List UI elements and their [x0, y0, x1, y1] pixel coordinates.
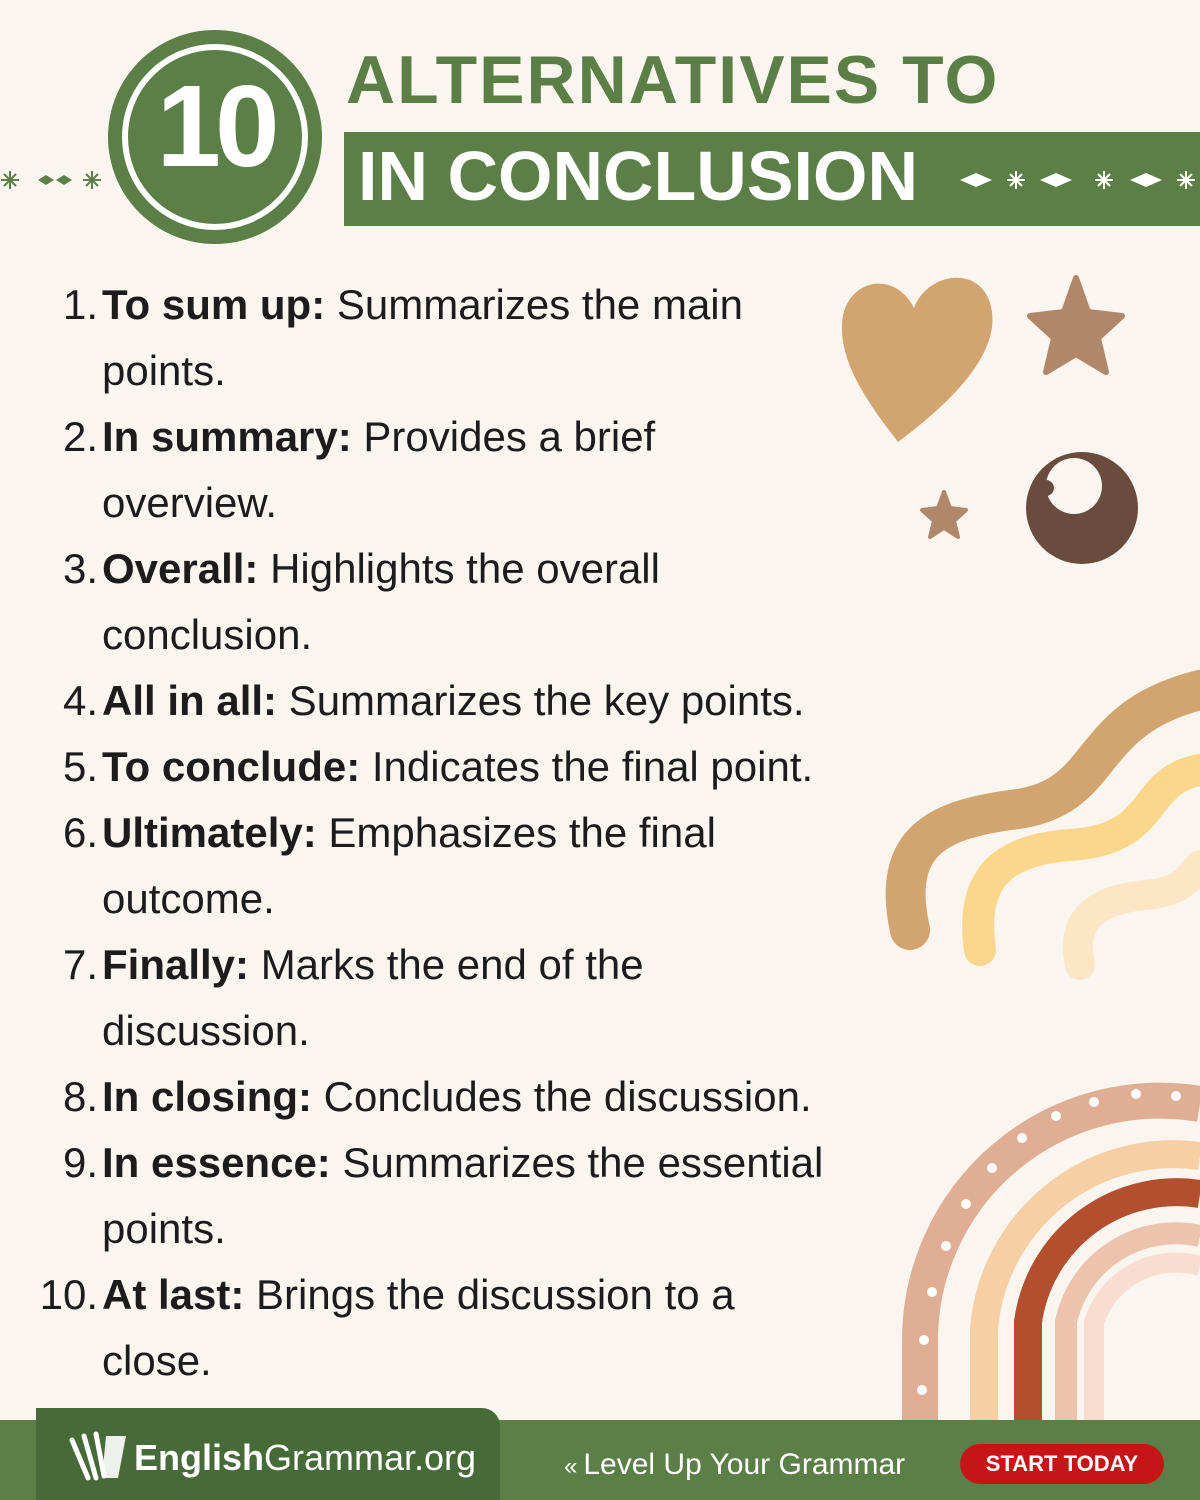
list-item: 7. Finally: Marks the end of the discussio…	[0, 932, 920, 1064]
item-term: All in all:	[102, 677, 278, 724]
tagline: «Level Up Your Grammar	[564, 1450, 905, 1480]
item-number: 7.	[62, 941, 98, 988]
star-small-shape	[920, 490, 968, 539]
star-shape	[1027, 275, 1125, 375]
diamond-icon	[38, 175, 54, 185]
list-item: 5. To conclude: Indicates the final point…	[0, 734, 920, 800]
item-description-cont: overview.	[102, 479, 278, 526]
list-item: 8. In closing: Concludes the discussion.	[0, 1064, 920, 1130]
list-item: 4. All in all: Summarizes the key points.	[0, 668, 920, 734]
snowflake-icon	[1095, 171, 1113, 189]
item-description-cont: discussion.	[102, 1007, 310, 1054]
item-number: 8.	[62, 1073, 98, 1120]
number-badge: 10	[108, 30, 322, 244]
chevron-double-left-icon: «	[564, 1453, 578, 1480]
rainbow	[902, 1082, 1200, 1420]
item-description: Emphasizes the final	[316, 809, 716, 856]
badge-ring	[122, 44, 308, 230]
left-ornament-icon	[1, 171, 101, 189]
diamond-icon	[1040, 173, 1072, 187]
item-number: 1.	[62, 281, 98, 328]
item-term: To sum up:	[102, 281, 326, 328]
brand-name-bold: English	[134, 1437, 265, 1478]
item-description-cont: points.	[102, 347, 226, 394]
item-description: Provides a brief	[351, 413, 656, 460]
item-description-cont: points.	[102, 1205, 226, 1252]
list-item: 2. In summary: Provides a brief overview.	[0, 404, 920, 536]
diamond-icon	[56, 175, 72, 185]
item-description: Indicates the final point.	[360, 743, 814, 790]
item-term: Finally:	[102, 941, 250, 988]
right-ornament-icon	[960, 171, 1195, 189]
item-number: 10.	[39, 1271, 98, 1318]
list-item: 10. At last: Brings the discussion to a cl…	[0, 1262, 920, 1394]
snowflake-icon	[1007, 171, 1025, 189]
item-description: Highlights the overall	[258, 545, 660, 592]
item-description: Summarizes the key points.	[277, 677, 805, 724]
item-description-cont: conclusion.	[102, 611, 313, 658]
item-term: Ultimately:	[102, 809, 317, 856]
snowflake-icon	[1177, 171, 1195, 189]
item-number: 2.	[62, 413, 98, 460]
alternatives-list: 1. To sum up: Summarizes the main points. …	[0, 272, 920, 1394]
item-description: Brings the discussion to a	[244, 1271, 735, 1318]
snowflake-icon	[1, 171, 19, 189]
rainbow-dots	[917, 1089, 1181, 1395]
brand-name[interactable]: EnglishGrammar.org	[134, 1440, 476, 1476]
item-term: At last:	[102, 1271, 245, 1318]
heart-shape	[841, 277, 993, 442]
list-item: 3. Overall: Highlights the overall conclus…	[0, 536, 920, 668]
item-number: 5.	[62, 743, 98, 790]
brand-name-rest: Grammar.org	[264, 1437, 477, 1478]
snowflake-icon	[83, 171, 101, 189]
book-logo-icon	[69, 1431, 126, 1481]
list-item: 6. Ultimately: Emphasizes the final outcom…	[0, 800, 920, 932]
item-description: Marks the end of the	[249, 941, 644, 988]
diamond-icon	[960, 173, 992, 187]
item-term: In summary:	[102, 413, 352, 460]
item-term: Overall:	[102, 545, 259, 592]
item-description: Summarizes the main	[325, 281, 743, 328]
item-description: Concludes the discussion.	[312, 1073, 812, 1120]
item-description: Summarizes the essential	[330, 1139, 824, 1186]
item-number: 3.	[62, 545, 98, 592]
wave-stripes	[885, 670, 1200, 980]
item-term: To conclude:	[102, 743, 361, 790]
item-number: 6.	[62, 809, 98, 856]
list-item: 9. In essence: Summarizes the essential po…	[0, 1130, 920, 1262]
start-today-button[interactable]: START TODAY	[960, 1444, 1164, 1484]
title-line-1: ALTERNATIVES TO	[346, 42, 1000, 118]
item-number: 9.	[62, 1139, 98, 1186]
list-item: 1. To sum up: Summarizes the main points.	[0, 272, 920, 404]
title-line-2: IN CONCLUSION	[358, 137, 918, 215]
item-term: In closing:	[102, 1073, 312, 1120]
item-description-cont: outcome.	[102, 875, 275, 922]
item-term: In essence:	[102, 1139, 331, 1186]
diamond-icon	[1130, 173, 1162, 187]
decor-shapes	[841, 275, 1138, 564]
item-number: 4.	[62, 677, 98, 724]
moon-shape	[1026, 452, 1138, 564]
item-description-cont: close.	[102, 1337, 212, 1384]
badge-number: 10	[156, 61, 279, 191]
tagline-text: Level Up Your Grammar	[583, 1448, 906, 1481]
